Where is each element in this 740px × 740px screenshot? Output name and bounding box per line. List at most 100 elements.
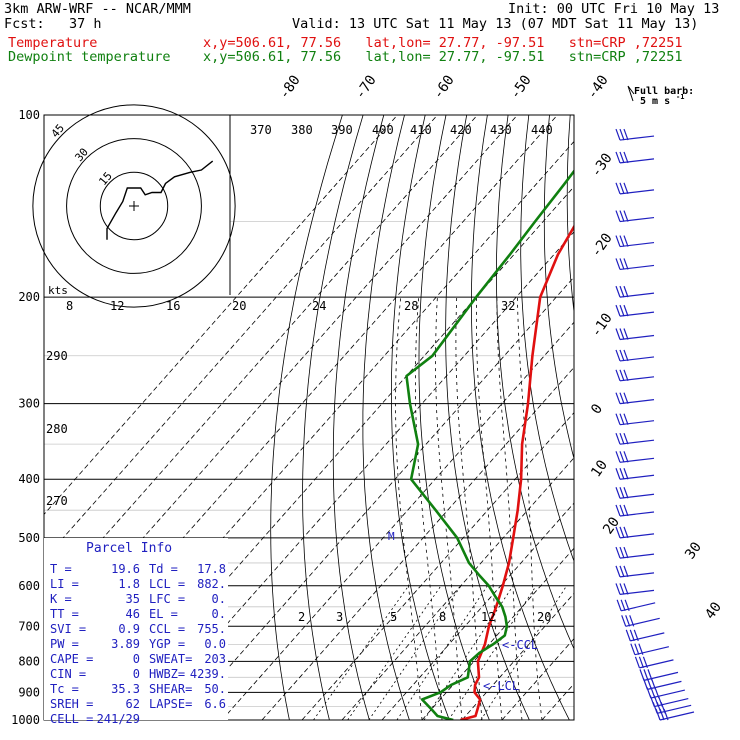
wind-barb (615, 413, 655, 426)
wind-barb-flag (623, 468, 629, 480)
wind-barb-flag (623, 285, 629, 298)
isotherm-line (61, 140, 574, 720)
parcel-info-value: 19.6 (111, 562, 140, 576)
wind-barb-flag (623, 546, 629, 559)
isotherm-line (44, 115, 558, 696)
isotherm-line (582, 115, 740, 720)
wind-barb-flag (623, 258, 629, 270)
wind-barb-flag (619, 583, 625, 595)
wind-barb (615, 128, 655, 141)
dry-adiabat-line (496, 115, 574, 650)
dry-adiabat-line (391, 115, 450, 720)
parcel-info-key: LAPSE= (149, 697, 192, 711)
wind-barb-staff (621, 602, 656, 612)
wind-barb-staff (619, 457, 655, 463)
parcel-info-value: 6.6 (204, 697, 226, 711)
isotherm-tick-label: 0 (588, 401, 606, 417)
parcel-info-key: SHEAR= (149, 682, 192, 696)
parcel-info-value: 0.0 (204, 637, 226, 651)
dry-adiabat-line (566, 115, 574, 315)
parcel-info-value: 0 (133, 667, 140, 681)
parcel-info-value: 0 (133, 652, 140, 666)
pressure-tick-label: 100 (18, 108, 40, 122)
wind-barb-staff (619, 216, 655, 223)
wind-barb (630, 643, 669, 656)
dewpoint-legend: Dewpoint temperature (8, 49, 171, 65)
init-time: Init: 00 UTC Fri 10 May 13 (508, 1, 720, 17)
isotherm-line (44, 115, 438, 561)
wind-barb-flag (629, 615, 635, 627)
theta-tick-label: 390 (331, 123, 353, 137)
wind-barb-flag (630, 643, 636, 655)
wind-barb-flag (638, 656, 644, 669)
wind-barb-flag (615, 451, 621, 463)
parcel-info-value: 0. (212, 592, 226, 606)
isotherm-line (141, 231, 574, 720)
wind-barb (639, 669, 679, 681)
wind-barb-flag (619, 304, 625, 317)
hodograph-trace (106, 160, 214, 240)
wind-barb-flag (616, 599, 622, 612)
model-title: 3km ARW-WRF -- NCAR/MMM (4, 1, 191, 17)
moist-adiabat-line (476, 297, 503, 720)
wind-barb-flag (623, 451, 629, 463)
pressure-tick-label: 500 (18, 531, 40, 545)
parcel-info-key: PW = (50, 637, 79, 651)
wind-barb-flag (619, 210, 625, 222)
dry-adiabat-line (445, 115, 530, 720)
barb-legend-line2: 5 m s (640, 96, 670, 107)
parcel-info-key: LI = (50, 577, 79, 591)
theta-tick-label: 370 (250, 123, 272, 137)
wind-barb (634, 656, 674, 669)
wind-barb-flag (619, 451, 625, 463)
pressure-tick-label: 900 (18, 685, 40, 699)
isotherm-line (341, 457, 574, 720)
dry-adiabat-line (694, 115, 740, 733)
wind-barb-staff (630, 632, 665, 642)
temperature-point-info: x,y=506.61, 77.56 lat,lon= 27.77, -97.51… (203, 35, 683, 51)
mixing-ratio-line (347, 585, 442, 720)
parcel-info-value: 3.89 (111, 637, 140, 651)
barb-legend-exponent: -1 (676, 93, 684, 101)
theta-tick-label: 280 (46, 422, 68, 436)
parcel-info-key: CCL = (149, 622, 185, 636)
wind-barb-staff (619, 334, 655, 341)
wind-barb-flag (619, 285, 625, 298)
isotherm-tick-label: -10 (588, 310, 616, 340)
isotherm-line (301, 412, 574, 720)
wind-barb-flag (619, 151, 625, 164)
mixing-ratio-tick-label: 20 (232, 299, 246, 313)
wind-barb (615, 210, 655, 223)
wind-barb-flag (621, 615, 627, 627)
isotherm-tick-label: -60 (430, 72, 458, 102)
mixing-ratio-tick-label: 2 (298, 610, 305, 624)
isotherm-line (181, 276, 574, 720)
isotherm-line (261, 366, 574, 720)
wind-barb-staff (619, 241, 655, 248)
parcel-info-value: 1.8 (118, 577, 140, 591)
wind-barb (615, 151, 655, 164)
wind-barb (615, 432, 655, 445)
parcel-info-key: T = (50, 562, 72, 576)
wind-barb (655, 708, 695, 721)
wind-barb-flag (615, 182, 621, 195)
wind-barb-staff (619, 158, 655, 164)
wind-barb-staff (619, 356, 655, 362)
forecast-hour: Fcst: 37 h (4, 16, 102, 32)
dry-adiabat-line (543, 115, 574, 460)
dry-adiabat-line (590, 115, 740, 733)
wind-barb (652, 702, 692, 714)
mixing-ratio-line (448, 585, 537, 720)
wind-barb-flag (615, 413, 621, 425)
hodograph-ring (99, 171, 169, 241)
parcel-info-key: Tc = (50, 682, 79, 696)
mixing-ratio-tick-label: 8 (66, 299, 73, 313)
lcl-marker: <-LCL (483, 679, 519, 693)
valid-time: Valid: 13 UTC Sat 11 May 13 (07 MDT Sat … (292, 16, 699, 32)
hodograph-background (44, 115, 230, 295)
isotherm-tick-label: -80 (276, 72, 304, 102)
wind-barb-flag (623, 235, 629, 247)
wind-barb-flag (615, 432, 621, 445)
parcel-info-value: 241/29 (97, 712, 140, 726)
wind-barb-flag (619, 546, 625, 559)
